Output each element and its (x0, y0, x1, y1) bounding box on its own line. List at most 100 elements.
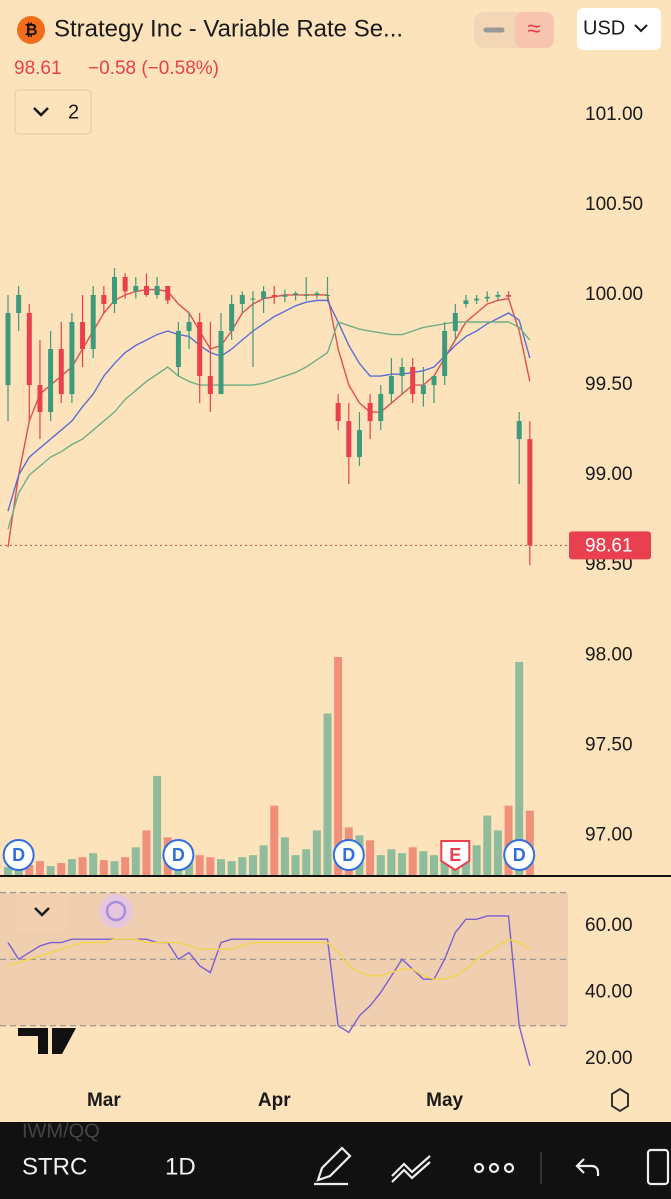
candle-body (484, 296, 490, 299)
x-tick-label: Apr (258, 1090, 291, 1111)
candle-body (37, 385, 43, 413)
volume-bar (121, 857, 130, 875)
logo (17, 16, 45, 44)
currency-button[interactable] (577, 8, 661, 50)
event-marker (440, 840, 471, 872)
candle-body (399, 367, 405, 377)
y-tick-label: 40.00 (585, 981, 633, 1002)
volume-bar (366, 840, 375, 875)
candle-body (282, 294, 288, 297)
candle-body (80, 321, 86, 350)
candle-body (197, 321, 203, 377)
volume-bar (472, 845, 481, 875)
candle-body (314, 293, 320, 295)
chevron (33, 107, 49, 117)
volume-bar (4, 867, 12, 875)
y-tick-label: 60.00 (585, 915, 633, 936)
candle-body (293, 293, 299, 295)
x-tick-label: May (426, 1090, 463, 1111)
volume-bar (515, 661, 524, 875)
pane-toggle[interactable] (15, 892, 67, 932)
candle-body (378, 394, 384, 422)
volume-bar (302, 849, 311, 875)
candle-body (346, 421, 352, 458)
event-marker (503, 839, 536, 871)
candle-body (90, 294, 96, 350)
last-price-tag (569, 531, 651, 560)
volume-bar (270, 805, 279, 875)
undo-icon[interactable] (575, 1158, 600, 1176)
candle-body (388, 376, 394, 395)
settings-icon[interactable] (611, 1087, 629, 1113)
candle-body (250, 298, 256, 300)
candle-body (229, 303, 235, 332)
indicator-icon[interactable] (391, 1155, 431, 1183)
candle-body (516, 421, 522, 440)
menu-icon[interactable] (646, 1148, 670, 1186)
indicator-count: 2 (68, 101, 79, 123)
candle-body (442, 331, 448, 377)
volume-bar (153, 775, 162, 875)
currency: USD (583, 17, 625, 39)
candle-body (325, 294, 330, 296)
candle-body (303, 294, 309, 296)
candle-body (420, 385, 426, 395)
volume-bar (89, 853, 98, 875)
more-icon[interactable] (473, 1162, 515, 1174)
event-label: E (449, 845, 461, 865)
toolbar-symbol[interactable]: STRC (22, 1153, 87, 1180)
volume-bar (323, 713, 332, 875)
candle-body (431, 376, 437, 386)
volume-bar (259, 845, 268, 875)
indicator-toggle[interactable] (14, 89, 92, 135)
toggle-active[interactable] (515, 12, 554, 48)
candle-body (165, 285, 171, 301)
event-label: D (513, 845, 526, 865)
candle-body (16, 294, 22, 313)
candle-body (335, 403, 341, 422)
candle-body (367, 403, 373, 422)
volume-bar (227, 861, 236, 875)
draw-icon[interactable] (314, 1146, 352, 1186)
volume-bar (110, 861, 119, 875)
toggle-icon: ≈ (527, 15, 540, 42)
volume-bar (525, 810, 534, 875)
volume-bar (483, 815, 492, 875)
volume-bar (248, 855, 257, 875)
event-marker (162, 839, 195, 871)
y-tick-label: 99.50 (585, 374, 633, 395)
volume-bar (504, 805, 513, 875)
refresh-button[interactable] (99, 894, 133, 928)
candle-body (261, 291, 267, 299)
volume-bar (238, 857, 247, 875)
candle-body (122, 276, 128, 292)
candle-body (58, 349, 64, 395)
candle-body (133, 285, 139, 292)
volume-bar (291, 855, 300, 875)
candle-body (26, 312, 32, 386)
y-tick-label: 100.00 (585, 284, 643, 305)
candle-body (495, 294, 501, 297)
volume-bar (217, 859, 225, 875)
candle-body (48, 349, 54, 413)
line-series (7, 321, 531, 530)
candle-body (356, 430, 362, 458)
y-tick-label: 100.50 (585, 194, 643, 215)
candle-body (101, 294, 107, 304)
line-series (7, 938, 531, 980)
chevron (34, 907, 50, 917)
x-tick-label: Mar (87, 1090, 121, 1111)
volume-bar (312, 830, 321, 875)
volume-bar (131, 847, 140, 875)
volume-bar (334, 657, 343, 875)
candle-body (506, 294, 512, 297)
candle-body (463, 300, 469, 304)
event-label: D (12, 845, 25, 865)
toolbar-interval[interactable]: 1D (165, 1153, 196, 1180)
tv-logo (18, 1028, 76, 1054)
y-tick-label: 97.00 (585, 824, 633, 845)
y-tick-label: 98.00 (585, 644, 633, 665)
candle-body (112, 276, 117, 304)
volume-bar (78, 857, 87, 875)
